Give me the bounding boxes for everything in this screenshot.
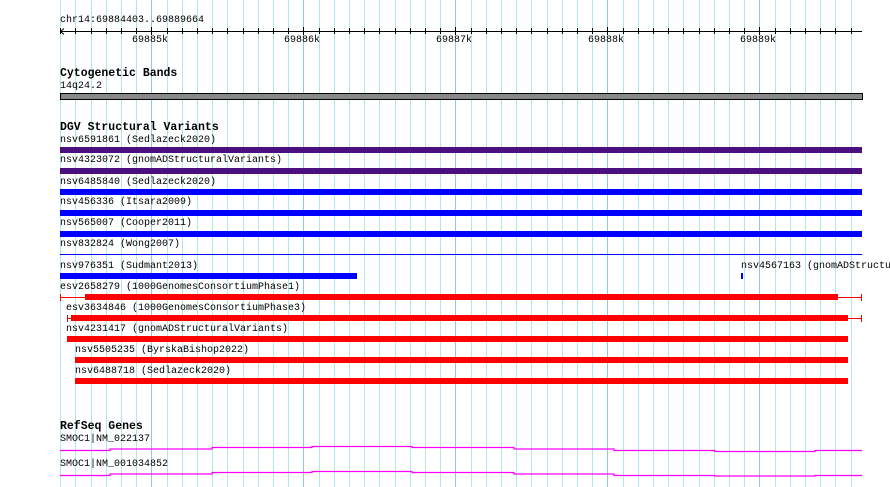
feature-label: nsv456336 (Itsara2009) (60, 197, 193, 208)
feature-bar[interactable] (60, 168, 862, 174)
strand-arrow-icon (59, 28, 65, 35)
feature-label: nsv6591861 (Sedlazeck2020) (60, 135, 217, 146)
cytoband-bar[interactable] (60, 93, 863, 100)
feature-label: nsv976351 (Sudmant2013) (60, 261, 199, 272)
feature-label: nsv565007 (Cooper2011) (60, 218, 193, 229)
feature-label: nsv832824 (Wong2007) (60, 239, 181, 250)
ruler[interactable] (0, 0, 890, 50)
track-title-dgv: DGV Structural Variants (60, 121, 219, 134)
feature-bar[interactable] (741, 273, 743, 279)
gene-model-nm-022137 (60, 445, 862, 453)
feature-label: nsv4231417 (gnomADStructuralVariants) (66, 324, 289, 335)
gene-model-nm-001034852 (60, 470, 862, 477)
gene-label: SMOC1|NM_022137 (60, 434, 151, 445)
feature-cap (60, 294, 61, 301)
feature-cap (861, 315, 862, 322)
gene-label: SMOC1|NM_001034852 (60, 459, 169, 470)
location-label: chr14:69884403..69889664 (60, 15, 205, 26)
feature-bar[interactable] (75, 378, 848, 384)
track-title-refseq: RefSeq Genes (60, 420, 143, 433)
feature-label: esv2658279 (1000GenomesConsortiumPhase1) (60, 282, 301, 293)
feature-bar[interactable] (60, 273, 357, 279)
feature-bar[interactable] (71, 315, 848, 321)
band-label: 14q24.2 (60, 81, 103, 92)
tick-label: 69885k (132, 35, 169, 46)
feature-bar[interactable] (60, 147, 862, 153)
tick-label: 69888k (588, 35, 625, 46)
feature-cap (67, 315, 68, 322)
feature-label: nsv4567163 (gnomADStructu (741, 261, 890, 272)
feature-label: nsv6488718 (Sedlazeck2020) (75, 366, 232, 377)
feature-bar[interactable] (75, 357, 848, 363)
feature-bar[interactable] (60, 231, 862, 237)
feature-label: esv3634846 (1000GenomesConsortiumPhase3) (66, 303, 307, 314)
feature-bar[interactable] (60, 210, 862, 216)
tick-label: 69889k (740, 35, 777, 46)
feature-label: nsv6485840 (Sedlazeck2020) (60, 177, 217, 188)
feature-cap (861, 294, 862, 301)
feature-bar[interactable] (60, 254, 862, 255)
feature-label: nsv4323072 (gnomADStructuralVariants) (60, 155, 283, 166)
feature-bar[interactable] (67, 336, 848, 342)
feature-label: nsv5505235 (ByrskaBishop2022) (75, 345, 250, 356)
feature-bar[interactable] (60, 189, 862, 195)
track-title-cytogenetic-bands: Cytogenetic Bands (60, 67, 178, 80)
tick-label: 69887k (436, 35, 473, 46)
feature-bar[interactable] (85, 294, 838, 300)
tick-label: 69886k (284, 35, 321, 46)
